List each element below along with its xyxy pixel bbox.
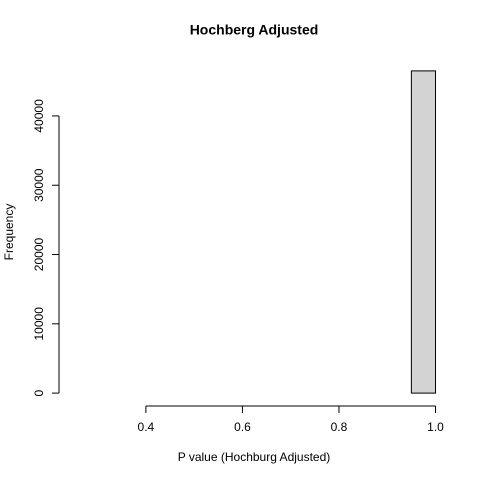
y-axis-label: Frequency xyxy=(2,204,16,261)
y-tick-label: 40000 xyxy=(32,99,46,133)
bar xyxy=(410,70,437,394)
y-tick-label: 20000 xyxy=(32,238,46,272)
chart-title: Hochberg Adjusted xyxy=(190,22,319,38)
y-tick-label: 0 xyxy=(32,389,46,396)
x-tick-label: 0.8 xyxy=(331,420,348,434)
x-axis-label: P value (Hochburg Adjusted) xyxy=(178,450,331,464)
y-tick-label: 30000 xyxy=(32,168,46,202)
x-tick-label: 1.0 xyxy=(427,420,444,434)
y-tick-label: 10000 xyxy=(32,307,46,341)
x-tick-label: 0.6 xyxy=(234,420,251,434)
x-tick-label: 0.4 xyxy=(138,420,155,434)
